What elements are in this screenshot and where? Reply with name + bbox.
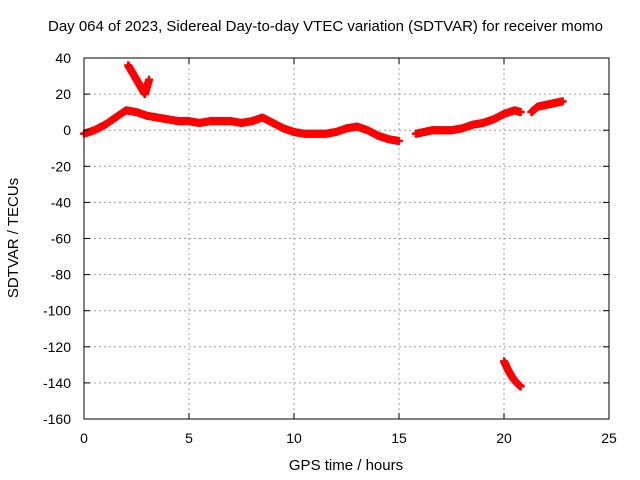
data-point bbox=[145, 75, 154, 84]
y-tick-label: 0 bbox=[63, 122, 71, 138]
y-tick-label: -80 bbox=[51, 267, 71, 283]
x-axis-label: GPS time / hours bbox=[289, 457, 403, 474]
series-late-trace bbox=[411, 106, 525, 138]
data-point bbox=[558, 97, 567, 106]
x-tick-label: 0 bbox=[80, 430, 88, 446]
x-tick-label: 10 bbox=[286, 430, 302, 446]
x-tick-label: 5 bbox=[185, 430, 193, 446]
axis-ticks: 40 20 0 -20 -40 -60 -80 -100 -120 -140 -160 0 5 10 15 2… bbox=[43, 50, 617, 446]
chart-title: Day 064 of 2023, Sidereal Day-to-day VTE… bbox=[48, 18, 603, 35]
data-point bbox=[516, 382, 525, 391]
x-tick-label: 15 bbox=[391, 430, 407, 446]
data-point bbox=[516, 108, 525, 117]
data-points bbox=[80, 61, 567, 391]
y-tick-label: -100 bbox=[43, 303, 71, 319]
x-tick-label: 20 bbox=[496, 430, 512, 446]
y-tick-label: -40 bbox=[51, 194, 71, 210]
data-point bbox=[395, 137, 403, 146]
y-tick-label: -140 bbox=[43, 375, 71, 391]
x-tick-label: 25 bbox=[601, 430, 617, 446]
y-tick-label: -160 bbox=[43, 411, 71, 427]
series-lower-outlier bbox=[500, 357, 525, 391]
y-tick-label: -60 bbox=[51, 231, 71, 247]
y-tick-label: -120 bbox=[43, 339, 71, 355]
series-late-segment bbox=[527, 97, 567, 117]
series-upper-outlier bbox=[124, 61, 154, 99]
y-tick-label: -20 bbox=[51, 158, 71, 174]
y-axis-label: SDTVAR / TECUs bbox=[5, 178, 22, 298]
series-main-trace bbox=[80, 106, 403, 146]
y-tick-label: 20 bbox=[55, 86, 71, 102]
y-tick-label: 40 bbox=[55, 50, 71, 66]
